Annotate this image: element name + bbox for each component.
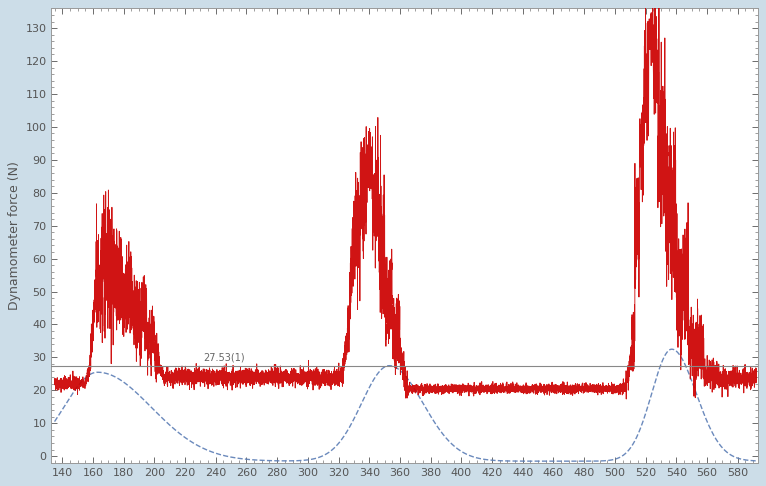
Text: 27.53(1): 27.53(1) (204, 353, 245, 363)
Y-axis label: Dynamometer force (N): Dynamometer force (N) (8, 161, 21, 310)
